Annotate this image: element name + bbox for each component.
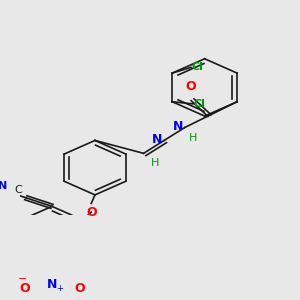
Text: +: + <box>57 284 64 293</box>
Text: O: O <box>19 281 29 295</box>
Text: O: O <box>86 206 97 219</box>
Text: Cl: Cl <box>192 62 204 72</box>
Text: H: H <box>188 133 197 143</box>
Text: N: N <box>172 120 183 133</box>
Text: −: − <box>17 274 27 284</box>
Text: Cl: Cl <box>194 99 206 109</box>
Text: O: O <box>74 281 85 295</box>
Text: N: N <box>0 181 7 190</box>
Text: N: N <box>47 278 57 291</box>
Text: C: C <box>14 185 22 195</box>
Text: N: N <box>152 133 162 146</box>
Text: O: O <box>185 80 196 93</box>
Text: H: H <box>151 158 159 168</box>
